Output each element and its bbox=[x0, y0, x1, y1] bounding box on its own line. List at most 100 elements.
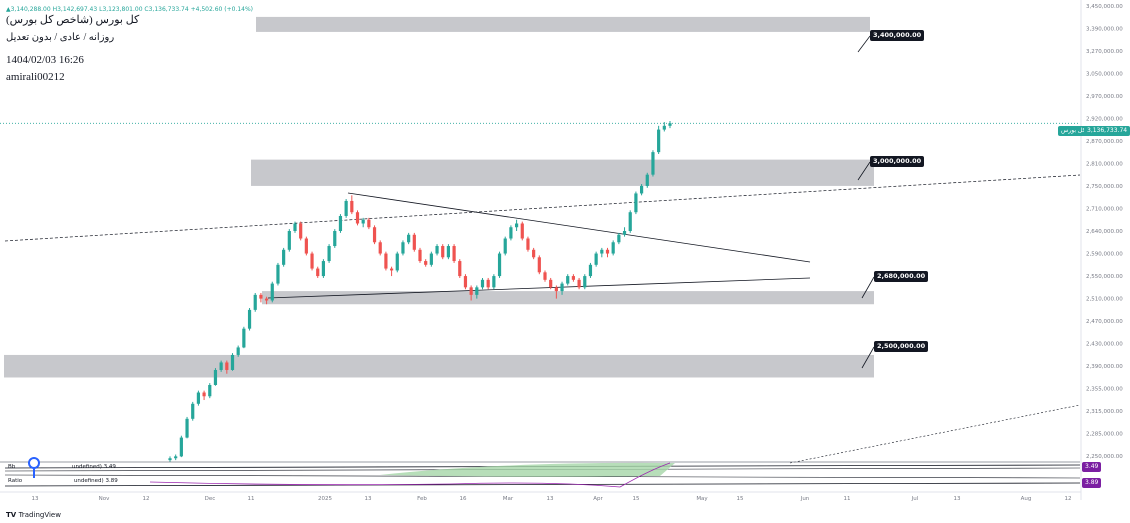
candle-body bbox=[247, 309, 252, 329]
trend-lines bbox=[0, 35, 1081, 464]
candle bbox=[657, 125, 661, 154]
candle bbox=[384, 251, 388, 271]
candle-body bbox=[605, 249, 610, 254]
candle-body bbox=[668, 123, 672, 126]
candle bbox=[174, 454, 178, 461]
candle bbox=[338, 214, 343, 233]
x-tick-label: 16 bbox=[460, 496, 467, 502]
candle bbox=[355, 210, 360, 226]
candle-body bbox=[304, 238, 308, 254]
candle bbox=[310, 251, 314, 271]
indicator-legend-2: Ratio undefined) 3.89 bbox=[8, 478, 118, 484]
candle bbox=[264, 296, 269, 305]
level-label-2500000: 2,500,000.00 bbox=[874, 341, 929, 352]
x-tick-label: 13 bbox=[547, 496, 554, 502]
x-tick-label: 11 bbox=[248, 496, 255, 502]
candle-body bbox=[372, 227, 377, 243]
y-tick-label: 2,315,000.00 bbox=[1086, 409, 1123, 415]
candle bbox=[168, 456, 172, 462]
x-tick-label: Apr bbox=[593, 496, 603, 502]
candle-body bbox=[333, 231, 337, 247]
zone-1 bbox=[251, 159, 874, 186]
indicator-legend-1: Bb undefined) 3.49 bbox=[8, 464, 116, 470]
candle bbox=[514, 219, 519, 231]
candle-body bbox=[384, 253, 388, 269]
candle bbox=[378, 240, 382, 256]
alert-marker-icon[interactable] bbox=[27, 456, 41, 480]
time-axis[interactable]: 13 Nov 12 Dec 11 2025 13 Feb 16 Mar 13 Apr 15 May 15 Ju… bbox=[0, 491, 1081, 502]
x-tick-label: 2025 bbox=[318, 496, 332, 502]
level-connector bbox=[857, 161, 871, 181]
candle bbox=[270, 281, 274, 303]
candle bbox=[293, 221, 297, 233]
candle bbox=[634, 191, 638, 215]
candle bbox=[185, 416, 189, 439]
candle bbox=[492, 274, 496, 290]
indicator-2-text: undefined) 3.89 bbox=[73, 478, 118, 484]
candle bbox=[242, 326, 246, 349]
candle-body bbox=[435, 246, 439, 254]
indicator-1-text: undefined) 3.49 bbox=[72, 464, 116, 470]
candle-body bbox=[492, 276, 496, 288]
candle bbox=[389, 266, 394, 277]
candle-body bbox=[174, 456, 178, 459]
candle-body bbox=[497, 253, 502, 277]
candle bbox=[225, 360, 229, 374]
candle bbox=[236, 345, 240, 357]
candle bbox=[639, 184, 644, 196]
candle bbox=[321, 259, 326, 278]
zone-2 bbox=[262, 291, 874, 305]
candle-body bbox=[338, 215, 343, 231]
candle-body bbox=[344, 200, 348, 216]
chart-subtitle: روزانه / عادی / بدون تعدیل bbox=[6, 32, 115, 43]
y-tick-label: 3,050,000.00 bbox=[1086, 72, 1123, 78]
indicator-line-4 bbox=[4, 482, 1081, 487]
level-label-2680000: 2,680,000.00 bbox=[874, 271, 929, 282]
candle bbox=[230, 353, 235, 371]
chart-author: amirali00212 bbox=[6, 71, 65, 83]
candle-body bbox=[645, 174, 649, 186]
candle bbox=[191, 401, 195, 421]
level-connector bbox=[861, 346, 875, 369]
y-tick-label: 2,870,000.00 bbox=[1086, 139, 1123, 145]
candle bbox=[645, 172, 649, 188]
candle-body bbox=[657, 129, 661, 153]
y-tick-label: 2,970,000.00 bbox=[1086, 94, 1123, 100]
indicator-tag-2: 3.89 bbox=[1082, 478, 1102, 488]
y-tick-label: 2,590,000.00 bbox=[1086, 252, 1123, 258]
candle bbox=[299, 221, 303, 241]
candle-body bbox=[458, 261, 462, 277]
candle-body bbox=[179, 437, 183, 457]
x-tick-label: 12 bbox=[143, 496, 150, 502]
candle-body bbox=[361, 219, 365, 224]
candle-body bbox=[600, 249, 604, 254]
y-tick-label: 2,390,000.00 bbox=[1086, 364, 1123, 370]
chart-date: 1404/02/03 16:26 bbox=[6, 54, 84, 66]
candle bbox=[611, 240, 615, 256]
x-tick-label: Dec bbox=[205, 496, 216, 502]
candle bbox=[435, 244, 439, 256]
candle bbox=[588, 262, 593, 278]
candle-body bbox=[367, 219, 371, 228]
candle-body bbox=[577, 279, 581, 288]
candle-body bbox=[594, 253, 598, 265]
candle-body bbox=[571, 276, 576, 280]
lower-dashed-trendline bbox=[789, 404, 1081, 464]
candle-body bbox=[509, 227, 513, 239]
candle-body bbox=[168, 458, 172, 461]
candle bbox=[605, 247, 610, 258]
candle bbox=[651, 150, 655, 177]
candle-body bbox=[554, 287, 558, 292]
y-tick-label: 2,920,000.00 bbox=[1086, 117, 1123, 123]
candle-body bbox=[532, 249, 536, 258]
candle-body bbox=[469, 287, 473, 295]
candle bbox=[276, 262, 280, 286]
candle bbox=[333, 229, 337, 248]
candle bbox=[486, 277, 490, 290]
x-tick-label: Aug bbox=[1021, 496, 1032, 502]
zone-3 bbox=[4, 354, 874, 378]
x-tick-label: Nov bbox=[99, 496, 110, 502]
candle bbox=[196, 390, 201, 406]
price-axis[interactable]: 3,450,000.00 3,390,000.00 3,270,000.00 3,05… bbox=[1080, 0, 1123, 500]
